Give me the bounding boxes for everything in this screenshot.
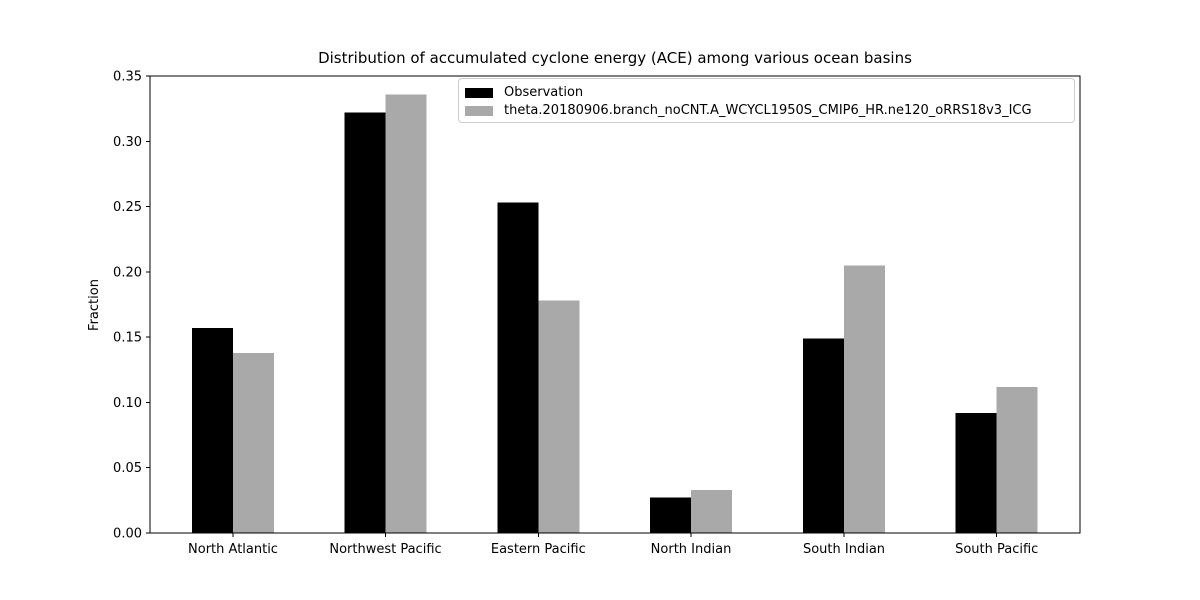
y-axis-label: Fraction xyxy=(87,279,102,331)
legend-label: theta.20180906.branch_noCNT.A_WCYCL1950S… xyxy=(504,103,1032,118)
bar xyxy=(233,352,274,533)
bar xyxy=(538,300,580,533)
legend-entry-observation: Observation xyxy=(465,84,1074,102)
axes-frame xyxy=(149,75,1081,534)
bar xyxy=(996,386,1038,533)
x-tick-label: North Atlantic xyxy=(188,542,278,557)
bar xyxy=(844,265,885,533)
bar xyxy=(803,338,844,533)
y-tick-label: 0.05 xyxy=(113,461,142,476)
legend-label: Observation xyxy=(504,85,584,100)
model-swatch-icon xyxy=(465,106,493,116)
ticks-group: 0.00 0.05 0.10 0.15 0.20 0.25 0.30 0.35 North At… xyxy=(113,70,1038,558)
y-tick-label: 0.10 xyxy=(113,396,142,411)
chart-title: Distribution of accumulated cyclone ener… xyxy=(318,49,912,67)
legend: Observation theta.20180906.branch_noCNT.… xyxy=(458,78,1075,123)
bar xyxy=(691,489,732,533)
x-tick-label: Northwest Pacific xyxy=(329,542,441,557)
axes-group xyxy=(149,75,1081,534)
bar xyxy=(385,94,427,533)
y-tick-label: 0.25 xyxy=(113,200,142,215)
observation-swatch-icon xyxy=(465,88,493,98)
bar xyxy=(650,497,691,533)
x-tick-label: South Pacific xyxy=(955,542,1038,557)
bars-group xyxy=(192,94,1038,533)
y-tick-label: 0.30 xyxy=(113,135,142,150)
bar xyxy=(497,202,539,533)
y-tick-label: 0.20 xyxy=(113,265,142,280)
x-tick-label: Eastern Pacific xyxy=(491,542,586,557)
x-tick-label: North Indian xyxy=(651,542,732,557)
bar xyxy=(344,112,386,533)
bar xyxy=(192,328,233,533)
y-tick-label: 0.35 xyxy=(113,70,142,85)
x-tick-label: South Indian xyxy=(803,542,885,557)
y-tick-label: 0.15 xyxy=(113,331,142,346)
bar xyxy=(955,412,997,533)
legend-entry-model: theta.20180906.branch_noCNT.A_WCYCL1950S… xyxy=(465,102,1074,120)
y-tick-label: 0.00 xyxy=(113,527,142,542)
